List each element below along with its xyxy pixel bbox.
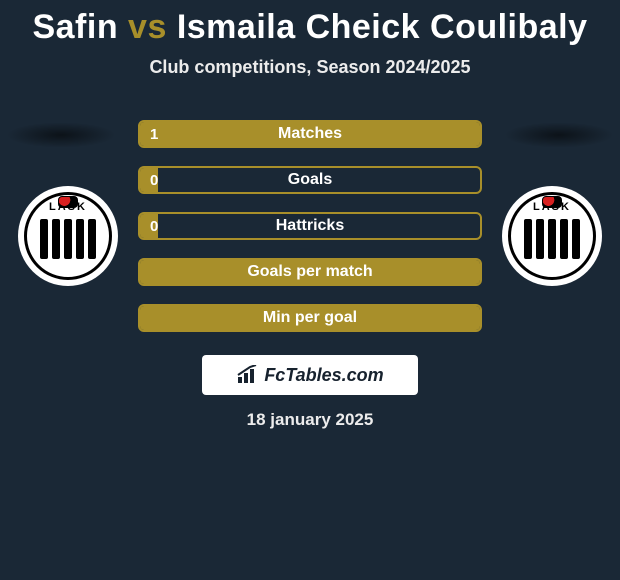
stat-bars: 1Matches 0Goals 0Hattricks Goals per match M… xyxy=(138,120,482,350)
stat-bar-label: Min per goal xyxy=(140,309,480,327)
badge-accent xyxy=(542,196,562,208)
player2-club-badge: LASK xyxy=(502,176,602,296)
vs-text: vs xyxy=(128,8,167,46)
player1-shadow xyxy=(6,122,116,148)
badge-circle: LASK xyxy=(18,186,118,286)
badge-circle: LASK xyxy=(502,186,602,286)
brand-text: FcTables.com xyxy=(264,365,383,386)
stat-bar: Goals per match xyxy=(138,258,482,286)
stat-bar-label: Hattricks xyxy=(140,217,480,235)
player1-club-badge: LASK xyxy=(18,176,118,296)
stat-bar: 1Matches xyxy=(138,120,482,148)
badge-stripes xyxy=(40,219,96,259)
badge-stripes xyxy=(524,219,580,259)
stat-bar-label: Goals xyxy=(140,171,480,189)
player2-name: Ismaila Cheick Coulibaly xyxy=(177,8,588,46)
player1-name: Safin xyxy=(32,8,118,46)
brand-footer: FcTables.com xyxy=(202,355,418,395)
comparison-title: Safin vs Ismaila Cheick Coulibaly xyxy=(0,0,620,47)
chart-icon xyxy=(236,365,260,385)
subtitle: Club competitions, Season 2024/2025 xyxy=(0,57,620,78)
stat-bar-label: Matches xyxy=(140,125,480,143)
player2-shadow xyxy=(504,122,614,148)
stat-bar: Min per goal xyxy=(138,304,482,332)
stat-bar-label: Goals per match xyxy=(140,263,480,281)
date-text: 18 january 2025 xyxy=(0,410,620,430)
stat-bar: 0Hattricks xyxy=(138,212,482,240)
badge-accent xyxy=(58,196,78,208)
stat-bar: 0Goals xyxy=(138,166,482,194)
